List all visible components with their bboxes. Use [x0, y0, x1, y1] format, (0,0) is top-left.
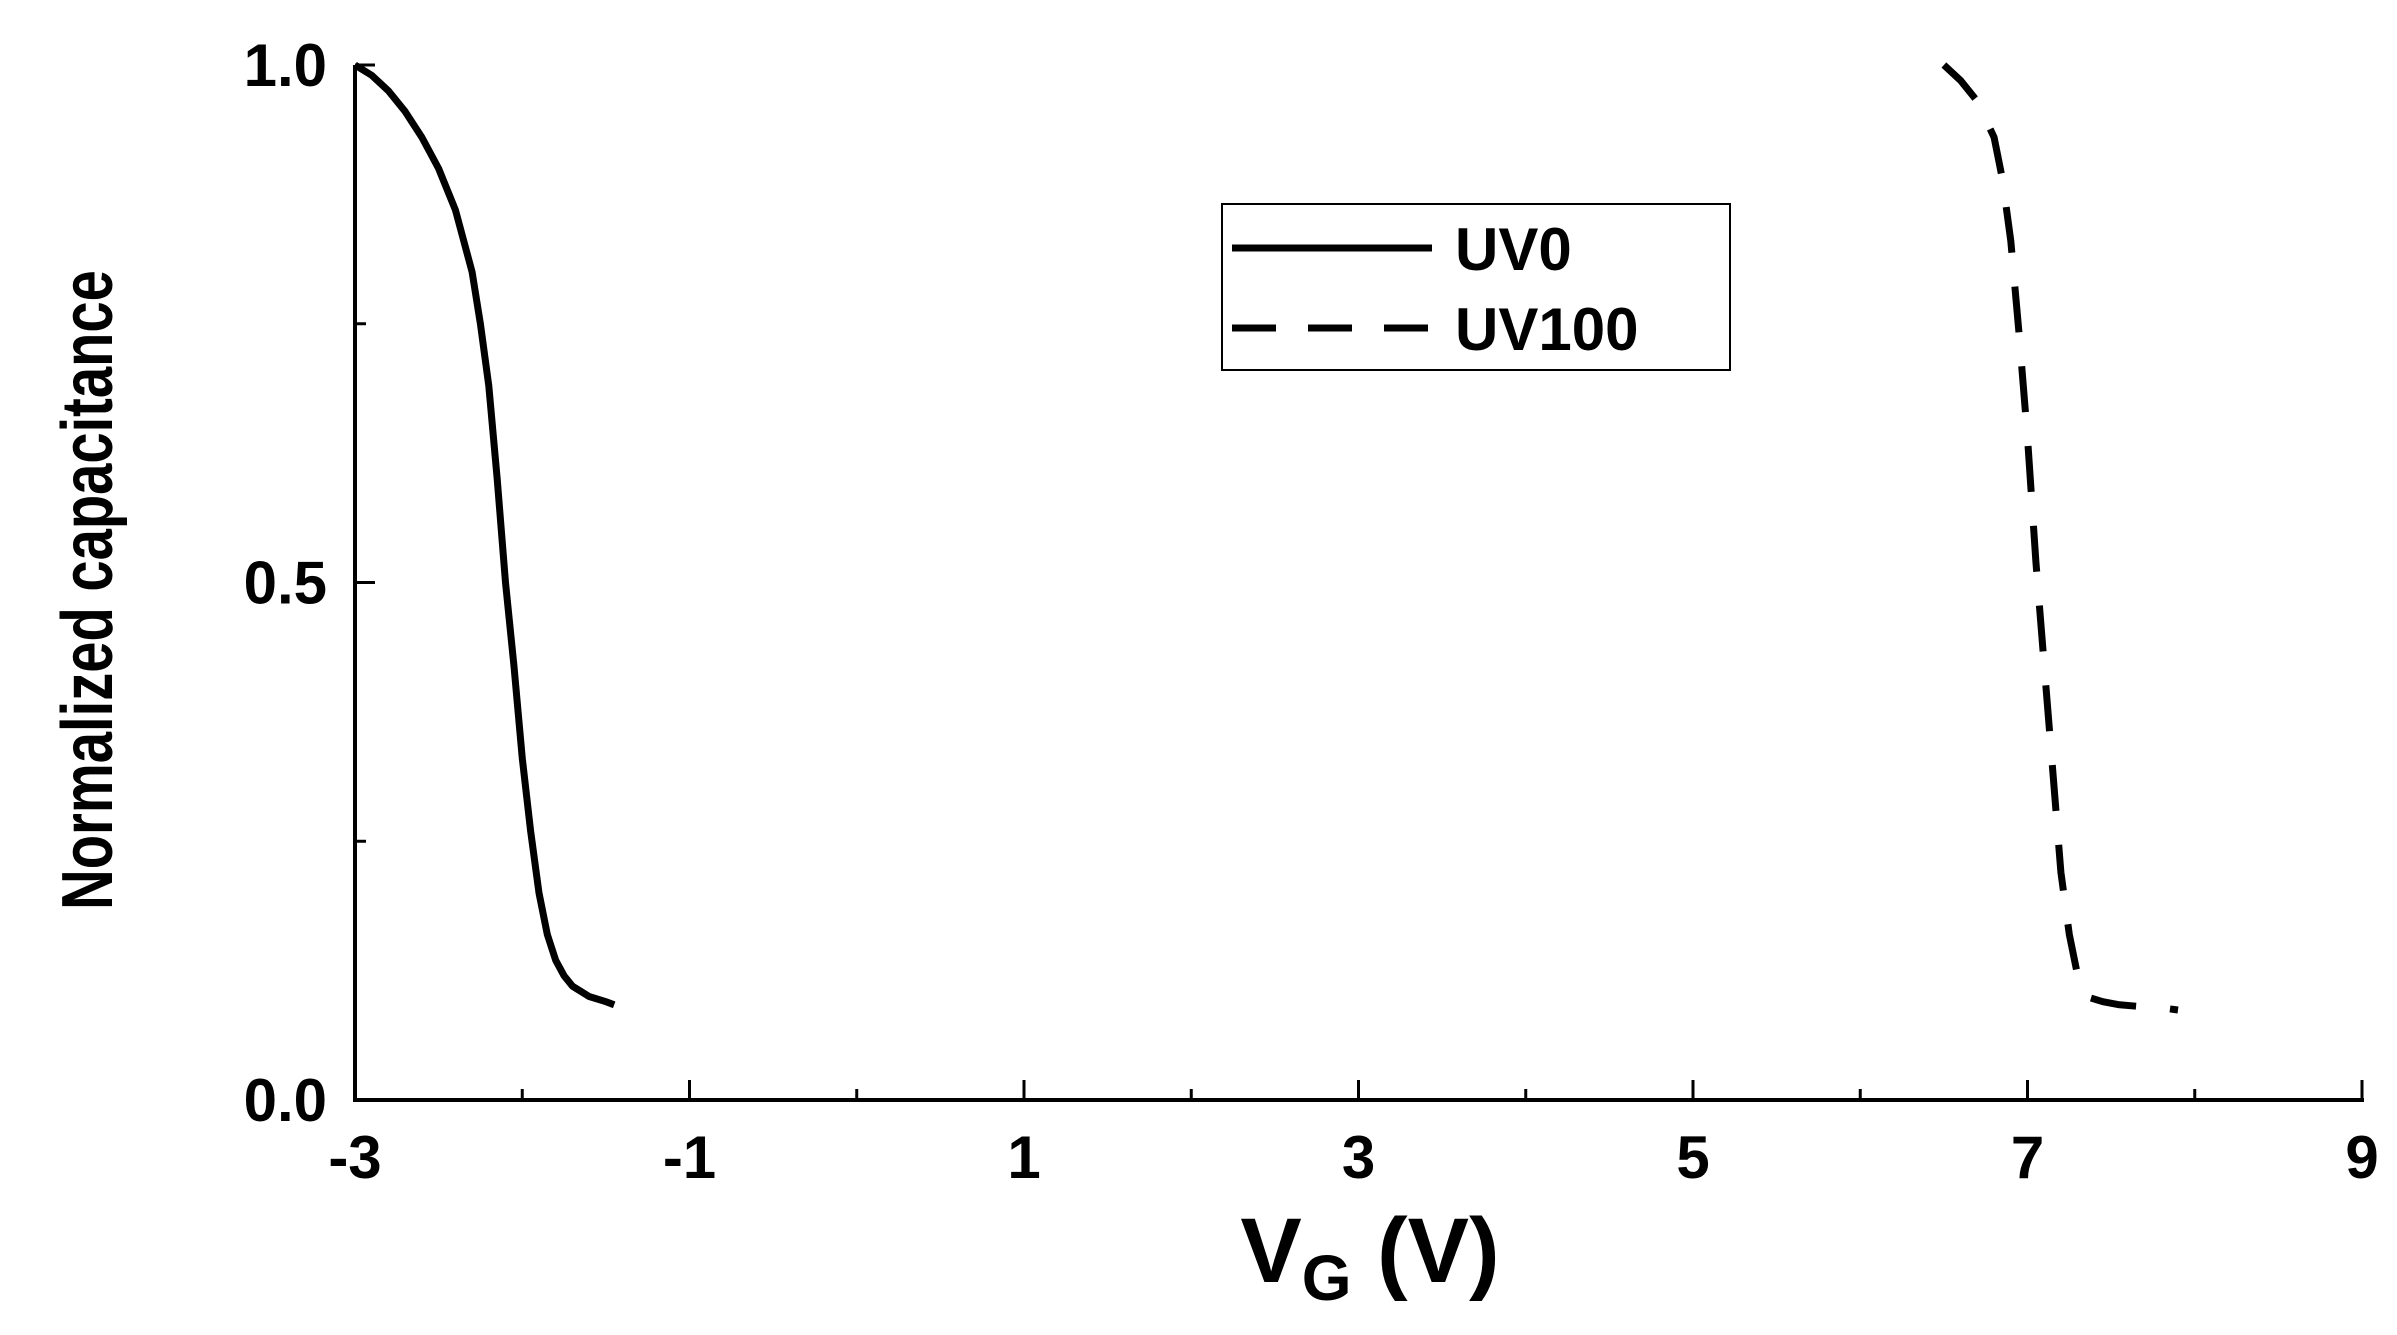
axis-tick-labels: -3 -1 1 3 5 7 9 0.0 0.5 1.0: [244, 32, 2379, 1191]
x-tick-label: 9: [2345, 1124, 2378, 1191]
x-tick-label: -1: [663, 1124, 716, 1191]
legend: UV0 UV100: [1221, 203, 1731, 371]
y-tick-label: 0.5: [244, 550, 327, 617]
y-tick-label: 1.0: [244, 32, 327, 99]
x-tick-label: 7: [2011, 1124, 2044, 1191]
x-axis-title-main: V: [1240, 1200, 1301, 1302]
x-tick-label: -3: [328, 1124, 381, 1191]
x-tick-label: 1: [1007, 1124, 1040, 1191]
legend-label-uv100: UV100: [1455, 296, 1638, 363]
x-axis-title-units: (V): [1351, 1200, 1499, 1302]
x-tick-label: 5: [1676, 1124, 1709, 1191]
series-layer: [353, 62, 2179, 1014]
axis-ticks: [353, 63, 2364, 1102]
x-tick-label: 3: [1342, 1124, 1375, 1191]
legend-box: [1221, 203, 1731, 371]
x-axis-title: VG (V): [1240, 1200, 1499, 1314]
y-axis-title: Normalized capacitance: [47, 270, 127, 910]
legend-label-uv0: UV0: [1455, 216, 1572, 283]
y-tick-label: 0.0: [244, 1067, 327, 1134]
series-line-uv0: [353, 62, 616, 1009]
series-line-uv100: [1941, 62, 2179, 1014]
x-axis-title-subscript: G: [1302, 1242, 1352, 1314]
